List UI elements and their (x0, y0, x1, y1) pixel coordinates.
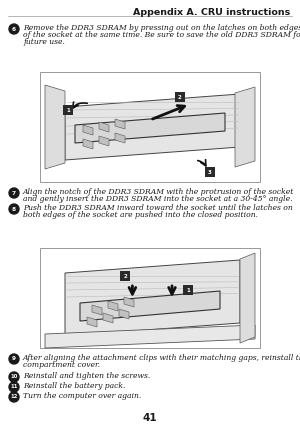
Polygon shape (124, 297, 134, 307)
FancyBboxPatch shape (183, 285, 193, 295)
Text: 11: 11 (10, 385, 18, 389)
Text: compartment cover.: compartment cover. (23, 361, 100, 369)
Text: 2: 2 (178, 94, 182, 99)
Text: 12: 12 (10, 394, 18, 400)
Circle shape (9, 204, 19, 214)
Circle shape (9, 382, 19, 392)
Circle shape (9, 392, 19, 402)
Polygon shape (99, 136, 109, 146)
Text: Appendix A. CRU instructions: Appendix A. CRU instructions (133, 8, 290, 17)
FancyBboxPatch shape (40, 72, 260, 182)
Polygon shape (65, 260, 240, 336)
Text: 2: 2 (123, 274, 127, 278)
Text: 10: 10 (10, 374, 18, 380)
Text: 7: 7 (12, 190, 16, 196)
Text: After aligning the attachment clips with their matching gaps, reinstall the: After aligning the attachment clips with… (23, 354, 300, 362)
Text: 41: 41 (143, 413, 157, 423)
Polygon shape (115, 133, 125, 143)
Text: 6: 6 (12, 26, 16, 31)
Polygon shape (45, 85, 65, 169)
Circle shape (9, 188, 19, 198)
Text: both edges of the socket are pushed into the closed position.: both edges of the socket are pushed into… (23, 211, 258, 219)
Text: Reinstall and tighten the screws.: Reinstall and tighten the screws. (23, 372, 150, 380)
Text: 9: 9 (12, 357, 16, 362)
Circle shape (9, 372, 19, 382)
Circle shape (9, 24, 19, 34)
Text: of the socket at the same time. Be sure to save the old DDR3 SDRAM for: of the socket at the same time. Be sure … (23, 31, 300, 39)
Polygon shape (75, 113, 225, 143)
Polygon shape (65, 94, 240, 160)
Text: Turn the computer over again.: Turn the computer over again. (23, 392, 141, 400)
Polygon shape (115, 119, 125, 129)
Text: Align the notch of the DDR3 SDRAM with the protrusion of the socket: Align the notch of the DDR3 SDRAM with t… (23, 188, 294, 196)
FancyBboxPatch shape (175, 92, 185, 102)
Polygon shape (99, 122, 109, 132)
Text: Remove the DDR3 SDRAM by pressing out on the latches on both edges: Remove the DDR3 SDRAM by pressing out on… (23, 24, 300, 32)
Polygon shape (92, 305, 102, 315)
Text: 1: 1 (66, 108, 70, 113)
FancyBboxPatch shape (63, 105, 73, 115)
Text: and gently insert the DDR3 SDRAM into the socket at a 30-45° angle.: and gently insert the DDR3 SDRAM into th… (23, 195, 293, 203)
FancyBboxPatch shape (40, 248, 260, 348)
FancyBboxPatch shape (120, 271, 130, 281)
Text: 3: 3 (208, 170, 212, 175)
Polygon shape (87, 317, 97, 327)
Polygon shape (103, 313, 113, 323)
Polygon shape (80, 291, 220, 321)
Text: 1: 1 (186, 287, 190, 292)
Polygon shape (83, 125, 93, 135)
Text: 8: 8 (12, 207, 16, 212)
Text: Reinstall the battery pack.: Reinstall the battery pack. (23, 382, 125, 390)
Circle shape (9, 354, 19, 364)
Polygon shape (119, 309, 129, 319)
Polygon shape (235, 87, 255, 167)
Text: future use.: future use. (23, 38, 65, 46)
Polygon shape (240, 253, 255, 343)
FancyBboxPatch shape (205, 167, 215, 177)
Polygon shape (83, 139, 93, 149)
Polygon shape (45, 325, 255, 348)
Text: Push the DDR3 SDRAM inward toward the socket until the latches on: Push the DDR3 SDRAM inward toward the so… (23, 204, 293, 212)
Polygon shape (108, 301, 118, 311)
